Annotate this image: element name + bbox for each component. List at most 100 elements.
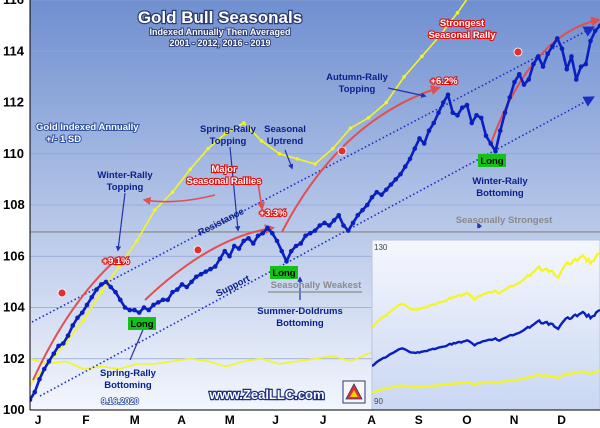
gold-indexed-point (250, 241, 256, 246)
gold-indexed-point (445, 92, 451, 98)
sd-band-point (420, 54, 424, 59)
gold-indexed-point (193, 274, 199, 280)
autumn-rally-label-1: Autumn-Rally (326, 72, 388, 83)
gain-6-2-label: +6.2% (430, 76, 458, 87)
gold-indexed-point (350, 220, 356, 226)
gold-indexed-point (174, 287, 180, 292)
sd-band-point (99, 290, 104, 294)
gold-indexed-point (65, 333, 71, 338)
gold-indexed-point (550, 43, 555, 49)
gold-indexed-point (146, 307, 152, 313)
gain-3-3-label: +3.3% (259, 208, 287, 219)
major-seasonal-label-2: Seasonal Rallies (187, 176, 262, 187)
gold-indexed-point (60, 341, 66, 346)
inset-y-tick-top: 130 (374, 243, 388, 252)
x-tick-label: A (177, 413, 186, 427)
sd-band-point (170, 190, 175, 194)
gold-indexed-point (336, 212, 342, 218)
gold-indexed-point (179, 282, 185, 287)
gold-indexed-point (502, 110, 508, 116)
gold-indexed-point (307, 230, 313, 236)
x-tick-label: M (225, 413, 235, 427)
gold-indexed-point (516, 72, 522, 77)
y-tick-label: 100 (3, 402, 25, 417)
sd-band-point (437, 34, 442, 38)
sd-band-point (384, 100, 389, 105)
gold-indexed-point (341, 223, 346, 228)
rally-markers (57, 47, 523, 298)
sd-band-point (135, 239, 139, 243)
gold-indexed-point (155, 300, 161, 305)
gold-indexed-point (564, 66, 570, 72)
legend-sd: +/- 1 SD (46, 134, 81, 145)
gold-indexed-point (165, 297, 171, 303)
gold-indexed-point (569, 54, 574, 59)
gold-indexed-point (331, 218, 337, 223)
gold-indexed-point (32, 389, 38, 395)
gold-indexed-point (198, 271, 204, 277)
gold-indexed-point (303, 233, 308, 239)
gold-indexed-point (583, 61, 589, 67)
x-tick-label: J (320, 413, 327, 427)
gold-indexed-point (573, 77, 579, 82)
strongest-rally-label-1: Strongest (440, 18, 485, 29)
gold-indexed-point (255, 233, 261, 239)
sd-band-point (224, 131, 228, 136)
seasonal-uptrend-label-2: Uptrend (267, 136, 304, 147)
gold-indexed-point (531, 61, 536, 67)
gold-indexed-point (345, 228, 351, 233)
gold-indexed-point (412, 146, 418, 151)
gold-indexed-point (374, 189, 380, 195)
gold-indexed-point (578, 64, 584, 69)
gold-indexed-point (535, 54, 541, 59)
gold-indexed-point (540, 64, 546, 69)
gold-indexed-point (94, 287, 99, 292)
gold-indexed-point (56, 343, 61, 349)
gold-indexed-point (417, 136, 422, 141)
gold-indexed-point (592, 28, 598, 34)
gold-indexed-point (545, 51, 551, 57)
gold-indexed-point (212, 264, 218, 269)
gold-indexed-point (274, 238, 280, 244)
footer-site: www.ZealLLC.com (208, 387, 324, 402)
rally-arrow-winter (32, 256, 121, 381)
long-badge-march: Long (128, 317, 156, 330)
rally-arrow-spring (144, 224, 275, 301)
sd-band-point (313, 162, 317, 166)
sd-band-point (81, 318, 86, 323)
inset-main-line (372, 308, 600, 368)
gold-indexed-point (326, 223, 332, 228)
gold-indexed-point (170, 289, 175, 295)
gold-indexed-point (51, 351, 57, 356)
gold-indexed-point (89, 294, 95, 300)
y-tick-label: 108 (3, 197, 25, 212)
summer-doldrums-label-1: Summer-Doldrums (257, 306, 343, 317)
long-badge-november: Long (478, 154, 506, 167)
gold-indexed-point (521, 82, 527, 87)
gold-indexed-point (436, 110, 441, 116)
gold-indexed-point (46, 359, 52, 364)
chart-subtitle-1: Indexed Annually Then Averaged (149, 27, 290, 37)
sd-band-point (152, 208, 157, 212)
gold-indexed-point (398, 171, 403, 177)
sd-band-point (402, 75, 406, 79)
gold-indexed-point (141, 305, 147, 310)
gold-indexed-point (455, 113, 460, 118)
winter-rally-bottoming-label-1: Winter-Rally (472, 176, 528, 187)
gold-indexed-point (288, 248, 294, 254)
gold-indexed-point (388, 182, 394, 187)
gold-indexed-point (459, 105, 465, 110)
long-badge-july: Long (270, 266, 298, 279)
x-tick-label: F (82, 413, 89, 427)
gold-indexed-point (293, 243, 299, 249)
major-seasonal-label-1: Major (211, 164, 237, 175)
gold-indexed-point (151, 302, 156, 308)
x-tick-label: J (35, 413, 42, 427)
y-tick-label: 112 (3, 95, 24, 110)
gold-indexed-point (450, 110, 456, 116)
gold-indexed-point (597, 23, 600, 28)
gold-indexed-point (364, 202, 370, 208)
gold-indexed-point (103, 279, 109, 285)
